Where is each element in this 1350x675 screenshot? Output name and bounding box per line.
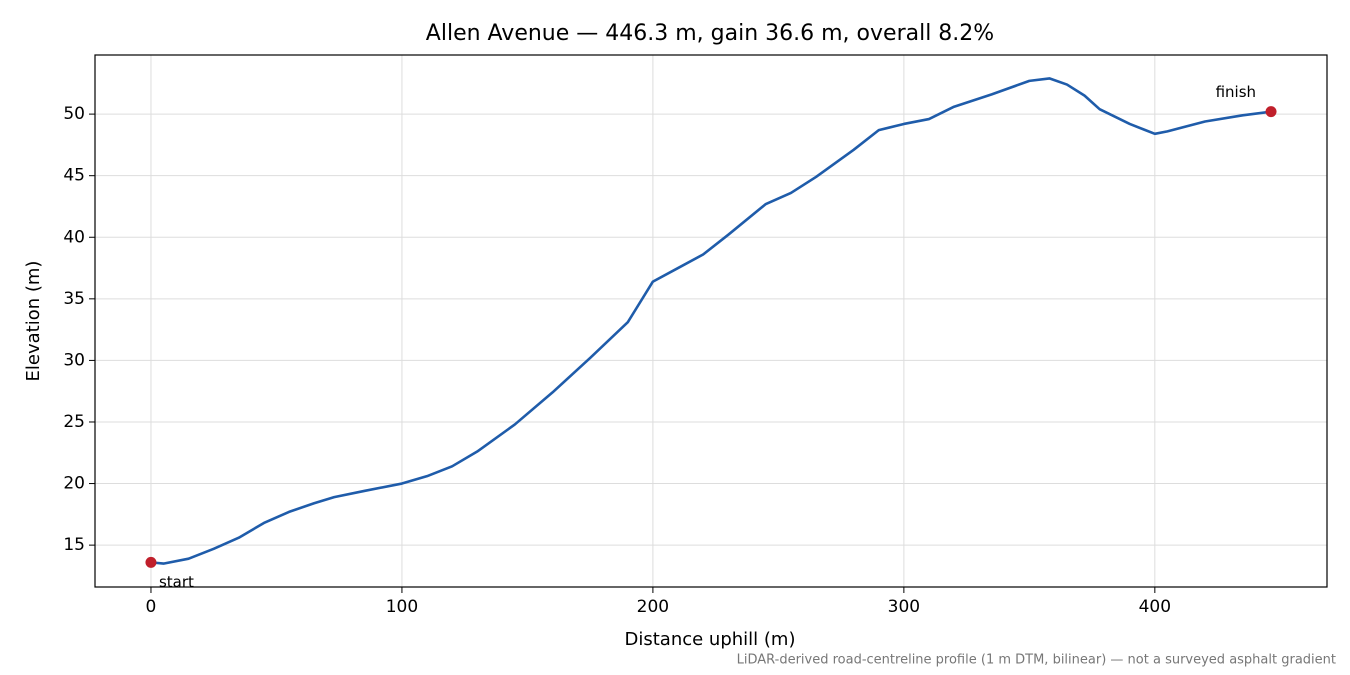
y-tick-label: 40 [63,227,85,247]
y-tick-label: 35 [63,289,85,309]
y-tick-label: 15 [63,535,85,555]
chart-title: Allen Avenue — 446.3 m, gain 36.6 m, ove… [426,21,994,46]
y-tick-label: 30 [63,350,85,370]
y-tick-label: 25 [63,412,85,432]
elevation-line [150,77,1272,565]
endpoint-label: finish [1216,83,1256,101]
x-tick-label: 200 [637,597,669,617]
plot-frame [94,54,1328,588]
endpoint-marker [145,556,157,568]
x-tick-label: 0 [146,597,157,617]
x-axis-label: Distance uphill (m) [625,629,796,650]
y-tick-label: 20 [63,474,85,494]
endpoint-marker [1265,106,1277,118]
y-tick-label: 50 [63,104,85,124]
y-tick-label: 45 [63,166,85,186]
footnote: LiDAR-derived road-centreline profile (1… [737,653,1336,668]
endpoint-label: start [159,573,194,591]
y-axis-label: Elevation (m) [23,261,44,382]
x-tick-label: 400 [1139,597,1171,617]
x-tick-label: 300 [888,597,920,617]
x-tick-label: 100 [386,597,418,617]
